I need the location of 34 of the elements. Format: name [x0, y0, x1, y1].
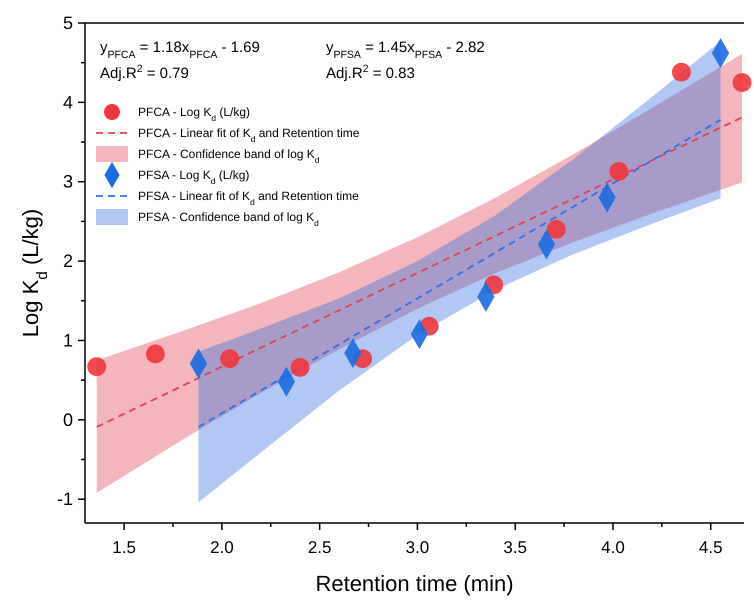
- legend-label: PFSA - Linear fit of K$_{d}$ and Retention time: [138, 189, 360, 207]
- y-tick-label: 3: [62, 172, 73, 192]
- annotation: Adj.R$^{2}$ = 0.83: [326, 63, 415, 82]
- annotation: y$_{PFSA}$ = 1.45x$_{PFSA}$ - 2.82: [326, 39, 485, 61]
- y-tick-label: 2: [62, 251, 73, 272]
- x-tick-label: 4.0: [601, 538, 625, 557]
- point: [672, 62, 691, 82]
- legend-label: PFCA - Linear fit of K$_{d}$ and Retention time: [138, 126, 360, 144]
- x-tick-label: 4.5: [698, 538, 723, 557]
- legend-label: PFSA - Log K$_{d}$ (L/kg): [138, 168, 250, 186]
- line-series: [96, 116, 743, 428]
- x-tick-label: 2.0: [210, 538, 234, 557]
- y-tick-label: -1: [56, 489, 73, 510]
- y-tick-label: 0: [62, 410, 73, 430]
- annotation: PFCA - Confidence band of log K$_{d}$: [138, 147, 320, 165]
- x-axis-title: Retention time (min): [315, 571, 514, 596]
- x-tick-label: 1.5: [112, 538, 136, 557]
- legend-label: PFCA - Log K$_{d}$ (L/kg): [138, 105, 250, 123]
- point: [220, 349, 240, 368]
- point: [87, 357, 106, 376]
- point: [290, 358, 310, 377]
- point: [546, 220, 566, 239]
- y-tick-label: 5: [62, 13, 73, 33]
- y-tick-label: 4: [62, 92, 73, 112]
- point: [146, 344, 165, 364]
- x-tick-label: 2.5: [308, 538, 332, 557]
- point: [732, 73, 752, 92]
- annotation: Adj.R$^{2}$ = 0.79: [100, 63, 189, 82]
- annotation: y$_{PFCA}$ = 1.18x$_{PFCA}$ - 1.69: [100, 39, 260, 61]
- x-tick-label: 3.0: [406, 538, 430, 557]
- x-tick-label: 3.5: [503, 538, 528, 557]
- point: [609, 162, 628, 181]
- y-tick-label: 1: [62, 330, 73, 350]
- annotation: PFSA - Confidence band of log K$_{d}$: [138, 210, 320, 228]
